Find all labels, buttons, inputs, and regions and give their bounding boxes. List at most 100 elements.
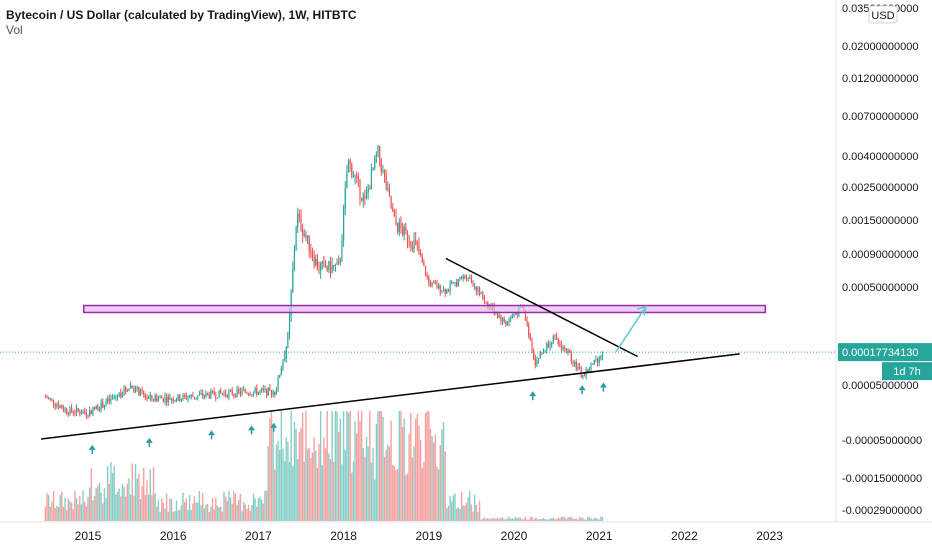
candle-body xyxy=(298,213,300,216)
candle-body xyxy=(282,360,284,369)
candle-body xyxy=(102,401,104,408)
volume-bar xyxy=(357,411,360,521)
volume-bar xyxy=(523,519,525,521)
candle-body xyxy=(67,413,69,415)
volume-bar xyxy=(238,499,240,521)
volume-bar xyxy=(369,411,371,521)
candle-body xyxy=(578,367,581,369)
candle-body xyxy=(565,348,568,353)
candle-body xyxy=(347,159,350,173)
projection-arrow-head xyxy=(636,305,648,316)
candle-body xyxy=(531,340,533,351)
volume-bar xyxy=(303,461,305,521)
volume-bar xyxy=(590,518,592,521)
volume-bar xyxy=(601,516,604,521)
candle-body xyxy=(460,276,463,279)
candle-body xyxy=(339,259,341,263)
candle-body xyxy=(61,405,63,409)
price-axis[interactable]: 0.035000000000.020000000000.012000000000… xyxy=(842,3,922,517)
volume-bar xyxy=(67,497,70,521)
volume-bar xyxy=(514,516,517,521)
volume-bar xyxy=(51,501,53,521)
volume-bar xyxy=(192,503,194,521)
volume-bar xyxy=(470,504,473,521)
volume-bar xyxy=(451,501,453,521)
candle-body xyxy=(369,188,371,190)
candle-body xyxy=(205,392,207,396)
time-tick-label: 2016 xyxy=(160,529,187,543)
volume-bar xyxy=(418,425,420,521)
candle-body xyxy=(364,195,366,198)
candle-body xyxy=(164,396,166,402)
candle-body xyxy=(218,390,220,399)
volume-bar xyxy=(257,498,260,521)
candle-body xyxy=(215,395,217,399)
candle-body xyxy=(80,413,83,415)
candle-body xyxy=(303,234,305,236)
volume-bar xyxy=(328,453,330,521)
candle-body xyxy=(474,286,476,288)
volume-bar xyxy=(54,508,56,521)
volume-bar xyxy=(126,483,129,521)
candle-body xyxy=(223,393,225,395)
candle-body xyxy=(552,336,554,343)
candle-body xyxy=(343,208,345,241)
volume-bar xyxy=(532,519,535,521)
volume-bar xyxy=(221,511,224,521)
candle-body xyxy=(269,388,271,391)
time-axis[interactable]: 2015 2016 2017 2018 2019 2020 2021 2022 2023 xyxy=(75,529,784,543)
candle-body xyxy=(169,396,171,400)
volume-bar xyxy=(446,507,448,521)
volume-bar xyxy=(247,504,250,521)
candle-body xyxy=(175,399,178,401)
last-price-tag xyxy=(838,343,932,362)
candle-body xyxy=(436,283,438,289)
volume-bar xyxy=(333,461,335,521)
candle-body xyxy=(156,395,158,401)
volume-bar xyxy=(70,502,73,521)
candle-body xyxy=(257,391,259,395)
volume-bar xyxy=(505,519,507,521)
candle-body xyxy=(197,395,199,398)
price-tick-label: 0.00090000000 xyxy=(842,249,918,261)
volume-bar xyxy=(229,497,232,521)
candle-body xyxy=(477,287,479,292)
candle-body xyxy=(105,402,107,405)
volume-bar xyxy=(175,500,178,521)
bounce-arrow-icon xyxy=(208,430,216,436)
volume-bar xyxy=(519,517,522,521)
volume-bar xyxy=(282,448,284,521)
volume-bar xyxy=(252,493,255,521)
candle-body xyxy=(226,394,228,398)
volume-bar xyxy=(387,444,389,521)
volume-bar xyxy=(265,490,268,521)
candle-body xyxy=(113,397,115,399)
candle-body xyxy=(583,374,586,376)
volume-bar xyxy=(334,411,337,521)
candle-body xyxy=(179,394,181,401)
volume-bar xyxy=(577,519,579,521)
candle-body xyxy=(354,175,356,177)
volume-bar xyxy=(66,510,68,521)
volume-bar xyxy=(285,437,287,521)
candle-body xyxy=(290,291,292,315)
volume-bar xyxy=(467,497,469,521)
volume-bar xyxy=(431,436,433,521)
candle-body xyxy=(221,393,223,395)
volume-bar xyxy=(162,502,165,521)
volume-bar xyxy=(434,434,437,521)
volume-bar xyxy=(487,518,489,521)
volume-bar xyxy=(575,518,577,521)
candle-body xyxy=(262,388,264,390)
volume-bar xyxy=(572,518,574,521)
currency-button[interactable]: USD xyxy=(868,5,898,24)
volume-bar xyxy=(156,506,158,521)
price-labels: 0.00017734130 1d 7h xyxy=(838,343,932,381)
candle-body xyxy=(562,347,564,350)
volume-bar xyxy=(400,411,402,521)
volume-bar xyxy=(567,517,569,521)
candle-body xyxy=(590,364,592,370)
volume-bar xyxy=(528,519,530,521)
candle-body xyxy=(300,215,302,231)
